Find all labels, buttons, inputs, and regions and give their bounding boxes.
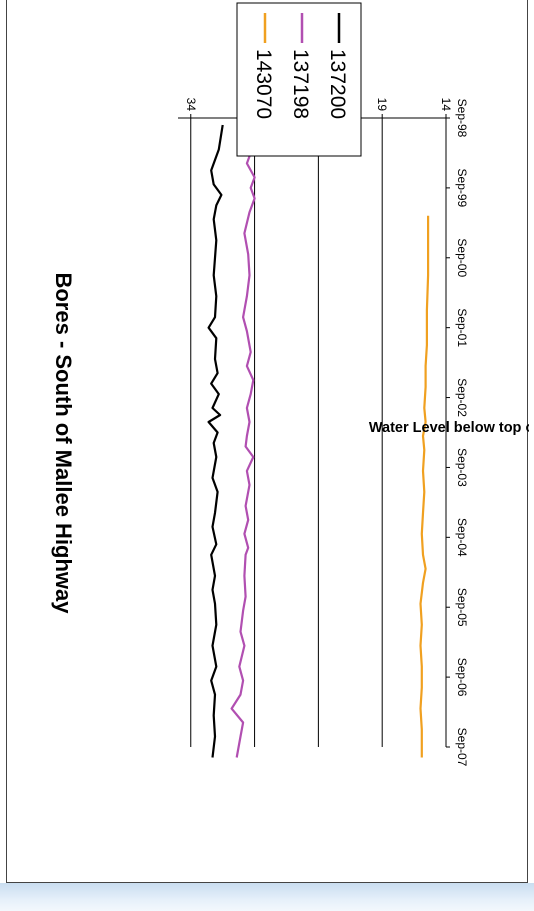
legend-label: 137198 xyxy=(289,49,312,119)
chart-title: Bores - South of Mallee Highway xyxy=(51,272,76,614)
x-tick-label: Sep-98 xyxy=(455,99,469,138)
legend-label: 137200 xyxy=(326,49,349,119)
x-tick-label: Sep-07 xyxy=(455,728,469,767)
legend: 137200 137198 143070 xyxy=(236,2,362,157)
x-tick-label: Sep-00 xyxy=(455,238,469,277)
y-tick-label: 14 xyxy=(439,98,453,112)
x-tick-label: Sep-99 xyxy=(455,169,469,208)
legend-label: 143070 xyxy=(252,49,275,119)
x-tick-label: Sep-05 xyxy=(455,588,469,627)
x-tick-label: Sep-02 xyxy=(455,378,469,417)
chart-frame: 1419242934Sep-98Sep-99Sep-00Sep-01Sep-02… xyxy=(6,0,529,883)
legend-box xyxy=(236,2,362,157)
series-line-137200 xyxy=(207,124,224,758)
x-tick-label: Sep-04 xyxy=(455,518,469,557)
y-axis-label: Water Level below top of bore casing (m) xyxy=(369,420,529,436)
window-bottom-band xyxy=(0,883,534,911)
y-tick-label: 34 xyxy=(184,98,198,112)
x-tick-label: Sep-03 xyxy=(455,448,469,487)
x-tick-label: Sep-01 xyxy=(455,308,469,347)
chart: 1419242934Sep-98Sep-99Sep-00Sep-01Sep-02… xyxy=(51,2,529,767)
plot-area xyxy=(190,118,430,758)
y-tick-label: 19 xyxy=(375,98,389,112)
series-line-137198 xyxy=(230,124,256,758)
series-line-143070 xyxy=(419,215,430,758)
x-tick-label: Sep-06 xyxy=(455,658,469,697)
